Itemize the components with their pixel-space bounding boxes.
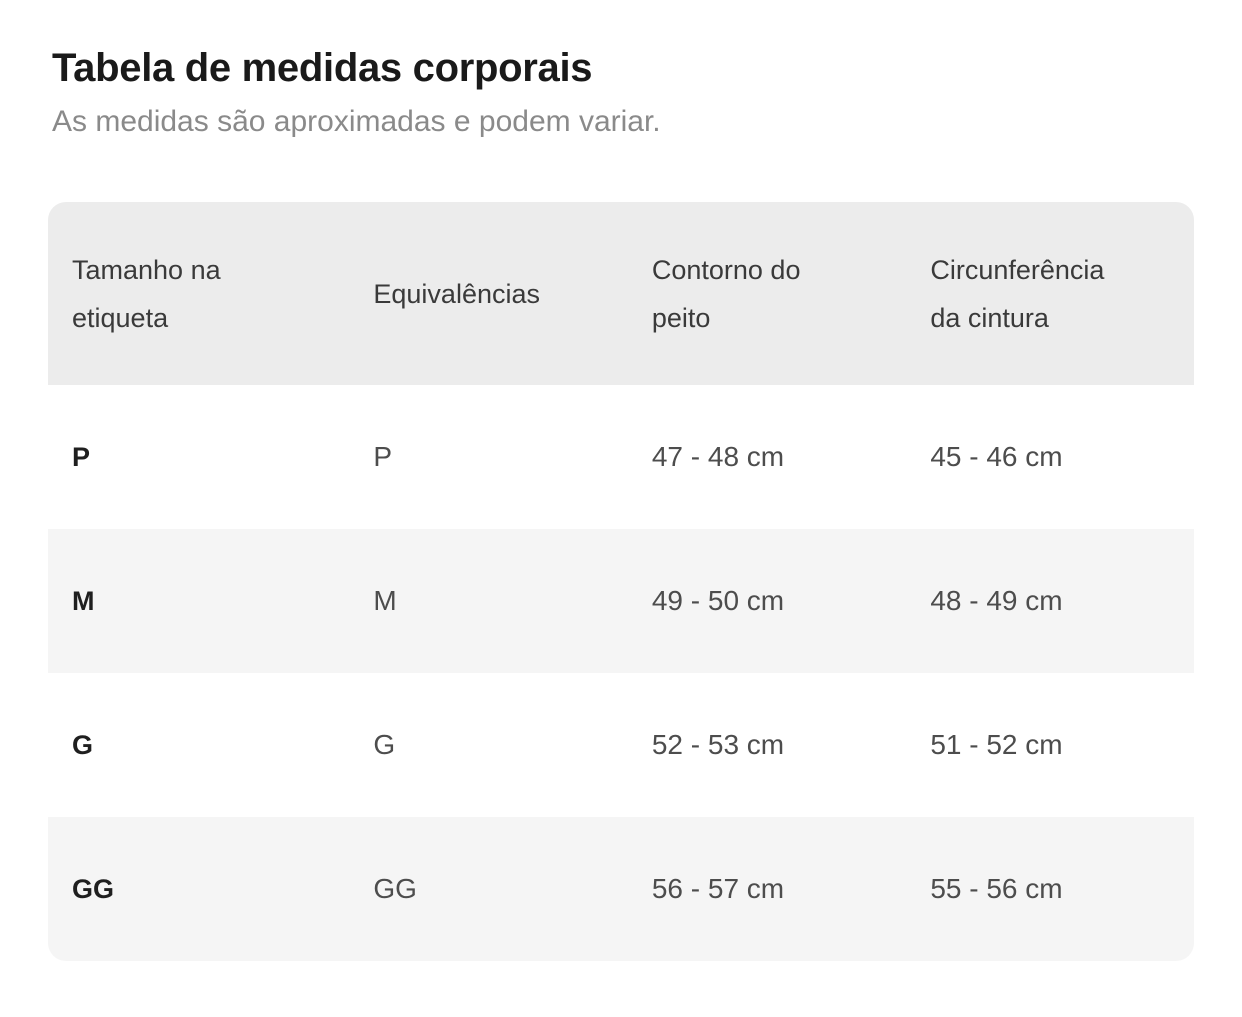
cell-chest-contour: 56 - 57 cm — [651, 873, 785, 904]
cell-size-label: GG — [72, 873, 115, 904]
column-header-equivalence: Equivalências — [349, 270, 627, 318]
table-row: P P 47 - 48 cm 45 - 46 cm — [48, 385, 1194, 529]
column-header-chest-contour-text: Contorno do peito — [651, 254, 801, 333]
size-table: Tamanho na etiqueta Equivalências Contor… — [48, 202, 1194, 961]
cell-size-label: P — [72, 441, 91, 472]
size-chart-page: Tabela de medidas corporais As medidas s… — [48, 46, 1194, 961]
size-table-body: P P 47 - 48 cm 45 - 46 cm M M 49 - 50 cm… — [48, 385, 1194, 961]
cell-waist-circumference: 45 - 46 cm — [930, 441, 1063, 472]
column-header-chest-contour: Contorno do peito — [628, 246, 906, 342]
column-header-size-label-text: Tamanho na etiqueta — [72, 254, 221, 333]
cell-chest-contour: 47 - 48 cm — [651, 441, 785, 472]
column-header-size-label: Tamanho na etiqueta — [48, 246, 349, 342]
cell-chest-contour: 52 - 53 cm — [651, 729, 785, 760]
column-header-waist-circumference: Circunferência da cintura — [906, 246, 1194, 342]
cell-waist-circumference: 51 - 52 cm — [930, 729, 1063, 760]
page-subtitle: As medidas são aproximadas e podem varia… — [52, 105, 661, 138]
cell-waist-circumference: 48 - 49 cm — [930, 585, 1063, 616]
cell-size-label: G — [72, 729, 94, 760]
table-row: G G 52 - 53 cm 51 - 52 cm — [48, 673, 1194, 817]
size-table-header-row: Tamanho na etiqueta Equivalências Contor… — [48, 202, 1194, 385]
cell-waist-circumference: 55 - 56 cm — [930, 873, 1063, 904]
cell-equivalence: G — [373, 729, 396, 760]
cell-equivalence: M — [373, 585, 397, 616]
cell-equivalence: GG — [373, 873, 417, 904]
cell-equivalence: P — [373, 441, 393, 472]
cell-chest-contour: 49 - 50 cm — [651, 585, 785, 616]
table-row: M M 49 - 50 cm 48 - 49 cm — [48, 529, 1194, 673]
page-title: Tabela de medidas corporais — [52, 46, 593, 90]
column-header-equivalence-text: Equivalências — [373, 278, 540, 309]
cell-size-label: M — [72, 585, 95, 616]
table-row: GG GG 56 - 57 cm 55 - 56 cm — [48, 817, 1194, 961]
column-header-waist-circumference-text: Circunferência da cintura — [930, 254, 1105, 333]
